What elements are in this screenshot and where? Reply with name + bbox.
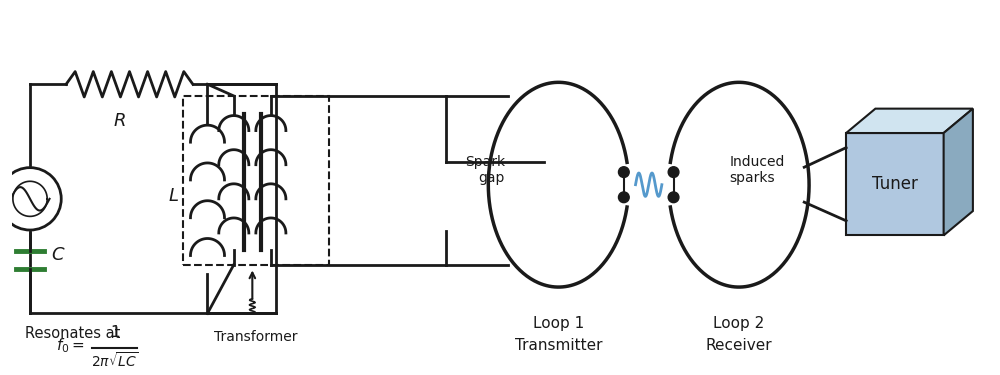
Circle shape xyxy=(668,192,679,202)
Text: R: R xyxy=(113,112,126,130)
Text: Loop 1: Loop 1 xyxy=(533,316,584,331)
Text: Receiver: Receiver xyxy=(706,338,772,353)
Text: Loop 2: Loop 2 xyxy=(713,316,765,331)
Text: Transformer: Transformer xyxy=(214,330,298,344)
Text: $2\pi\sqrt{LC}$: $2\pi\sqrt{LC}$ xyxy=(91,351,139,370)
Circle shape xyxy=(618,192,629,202)
Text: Induced
sparks: Induced sparks xyxy=(729,155,785,185)
Text: C: C xyxy=(51,246,64,264)
FancyBboxPatch shape xyxy=(846,133,944,236)
Text: $f_0 = $: $f_0 = $ xyxy=(56,336,85,355)
Text: Resonates at: Resonates at xyxy=(25,326,121,341)
Text: L: L xyxy=(168,188,178,206)
Text: Spark
gap: Spark gap xyxy=(465,155,505,185)
Polygon shape xyxy=(846,109,973,133)
Circle shape xyxy=(618,167,629,177)
Polygon shape xyxy=(944,109,973,236)
Text: Tuner: Tuner xyxy=(872,175,918,193)
Circle shape xyxy=(668,167,679,177)
Text: Transmitter: Transmitter xyxy=(515,338,602,353)
Text: $1$: $1$ xyxy=(110,324,120,340)
